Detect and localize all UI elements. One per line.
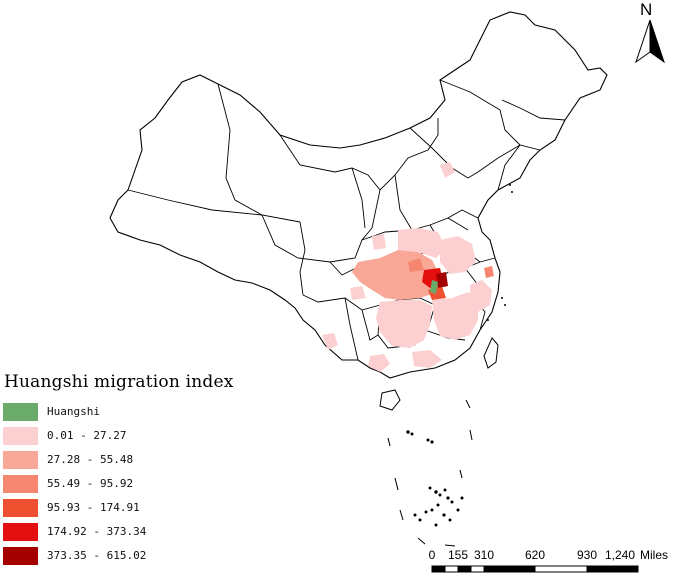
legend-label: Huangshi xyxy=(47,405,100,418)
region-nearby-tier3 xyxy=(408,258,424,272)
country-outline xyxy=(109,11,608,379)
region-hebei-tier1 xyxy=(440,162,455,178)
region-henan-tier1 xyxy=(398,228,446,258)
region-huangshi xyxy=(430,280,438,294)
north-arrow-icon xyxy=(635,19,665,64)
legend-item-class-5: 174.92 - 373.34 xyxy=(3,522,243,546)
region-shaanxi-tier1 xyxy=(372,234,386,250)
scale-unit-label: Miles xyxy=(640,548,669,562)
legend-swatch xyxy=(3,523,38,541)
legend-swatch xyxy=(3,475,38,493)
legend-item-class-6: 373.35 - 615.02 xyxy=(3,546,243,570)
scale-tick-label: 155 xyxy=(447,548,469,562)
migration-shading xyxy=(322,162,494,372)
region-zhejiang-tier1 xyxy=(470,280,492,312)
scale-bar xyxy=(431,565,639,573)
scale-tick-label: 0 xyxy=(428,548,436,562)
scale-tick-label: 1,240 xyxy=(604,548,636,562)
legend-title: Huangshi migration index xyxy=(4,372,234,392)
legend-label: 0.01 - 27.27 xyxy=(47,429,127,442)
legend-item-class-1: 0.01 - 27.27 xyxy=(3,426,243,450)
scale-tick-label: 620 xyxy=(524,548,546,562)
legend-item-class-4: 95.93 - 174.91 xyxy=(3,498,243,522)
region-guangxi-tier1 xyxy=(368,354,390,372)
province-boundaries xyxy=(127,79,566,361)
legend-swatch xyxy=(3,403,38,421)
legend-label: 174.92 - 373.34 xyxy=(47,525,147,538)
legend-label: 27.28 - 55.48 xyxy=(47,453,134,466)
region-anhui-tier1 xyxy=(440,236,476,274)
legend-label: 55.49 - 95.92 xyxy=(47,477,134,490)
region-jiangxi-tier1 xyxy=(432,292,478,340)
legend-label: 95.93 - 174.91 xyxy=(47,501,140,514)
north-label: N xyxy=(640,0,653,19)
region-yunnan-tier1 xyxy=(322,333,338,350)
region-guangdong-tier1 xyxy=(412,350,442,368)
legend-item-class-2: 27.28 - 55.48 xyxy=(3,450,243,474)
legend-item-huangshi: Huangshi xyxy=(3,402,243,426)
legend-swatch xyxy=(3,547,38,565)
coastal-islets xyxy=(487,184,513,321)
legend-swatch xyxy=(3,427,38,445)
scale-tick-label: 310 xyxy=(473,548,495,562)
region-hunan-tier1 xyxy=(376,300,432,348)
south-china-sea-islands xyxy=(387,399,473,547)
region-jiangsu-tier3 xyxy=(484,266,494,278)
legend-swatch xyxy=(3,451,38,469)
taiwan-island xyxy=(483,337,499,369)
legend-label: 373.35 - 615.02 xyxy=(47,549,147,562)
legend: Huangshi 0.01 - 27.27 27.28 - 55.48 55.4… xyxy=(3,402,243,570)
legend-swatch xyxy=(3,499,38,517)
legend-item-class-3: 55.49 - 95.92 xyxy=(3,474,243,498)
scale-tick-label: 930 xyxy=(576,548,598,562)
region-neighbor-tier6 xyxy=(436,272,448,288)
hainan-island xyxy=(379,389,401,411)
region-sichuan-tier1 xyxy=(350,286,366,300)
